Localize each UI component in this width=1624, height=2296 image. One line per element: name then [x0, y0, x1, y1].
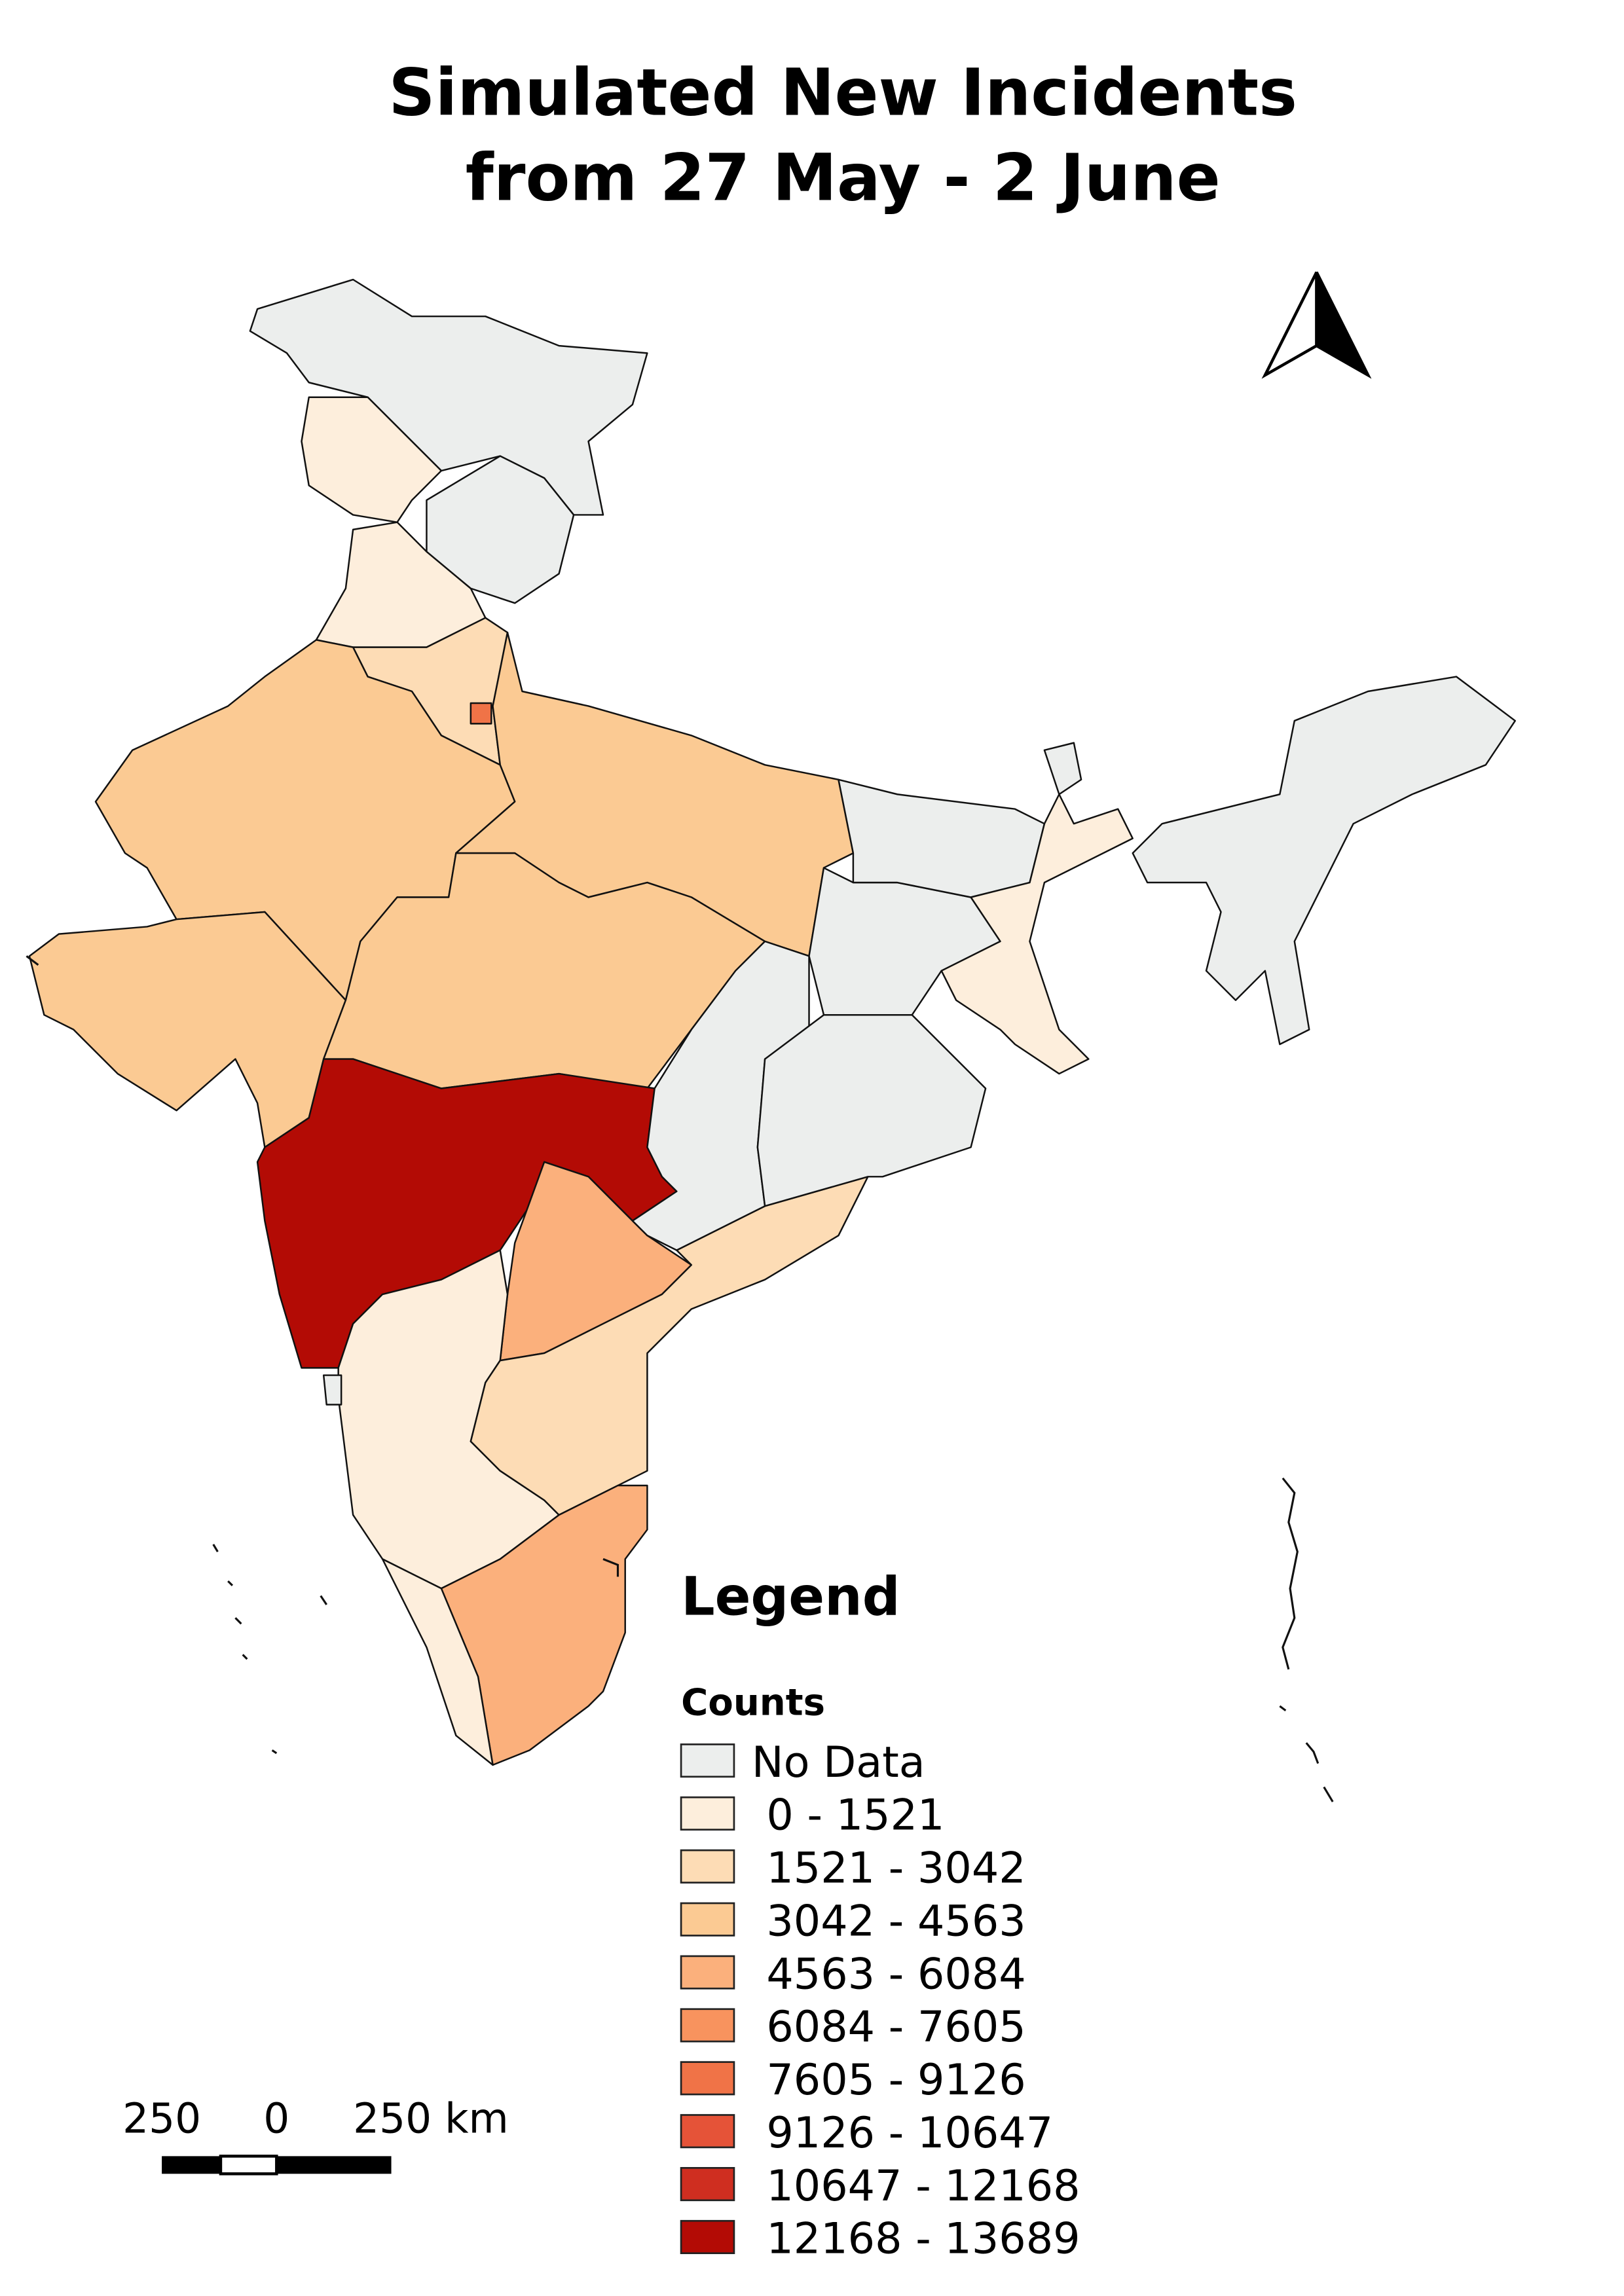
map-title: from 27 May - 2 June [466, 141, 1221, 216]
region [1043, 742, 1082, 795]
legend-label: 6084 - 7605 [766, 2003, 1025, 2052]
region [1132, 676, 1517, 1046]
island [1282, 1477, 1299, 1670]
legend-swatch [680, 2219, 735, 2255]
region [322, 1374, 342, 1406]
legend-title: Legend [681, 1567, 900, 1628]
scale-bar: 250 0 250 km [122, 2094, 509, 2176]
region [470, 1176, 869, 1516]
legend-label: No Data [752, 1738, 925, 1787]
scale-label: 250 km [353, 2094, 509, 2142]
legend-swatch [680, 2167, 735, 2202]
region [631, 940, 810, 1251]
legend-label: 10647 - 12168 [766, 2162, 1080, 2211]
legend-swatch [680, 1796, 735, 1831]
scale-label: 0 [263, 2094, 289, 2142]
scale-segment [219, 2155, 278, 2176]
scale-label: 250 [122, 2094, 201, 2142]
legend-swatch [680, 2061, 735, 2096]
legend-label: 12168 - 13689 [766, 2215, 1080, 2264]
legend-swatch [680, 1902, 735, 1937]
region [256, 1058, 678, 1369]
north-arrow [1261, 271, 1372, 379]
map-title: Simulated New Incidents [388, 55, 1297, 130]
region [426, 455, 575, 604]
island [26, 955, 619, 1577]
legend-swatch [680, 1849, 735, 1884]
region [940, 793, 1134, 1075]
scale-segment [276, 2156, 392, 2174]
legend-label: 7605 - 9126 [766, 2056, 1025, 2105]
island [212, 1544, 328, 1755]
legend-swatch [680, 1955, 735, 1990]
legend-label: 0 - 1521 [766, 1791, 944, 1840]
legend-label: 9126 - 10647 [766, 2109, 1053, 2158]
island [1279, 1705, 1334, 1802]
islands [26, 955, 1334, 1802]
legend-label: 3042 - 4563 [766, 1897, 1025, 1946]
legend-swatch [680, 1743, 735, 1778]
legend-subtitle: Counts [681, 1681, 825, 1724]
legend-label: 1521 - 3042 [766, 1844, 1025, 1893]
legend-swatch [680, 2008, 735, 2043]
north-arrow-right [1315, 271, 1372, 379]
scale-segment [162, 2156, 221, 2174]
legend-label: 4563 - 6084 [766, 1950, 1025, 1999]
legend-swatch [680, 2114, 735, 2149]
states [28, 278, 1517, 1766]
region [381, 1558, 494, 1766]
region [470, 702, 492, 725]
